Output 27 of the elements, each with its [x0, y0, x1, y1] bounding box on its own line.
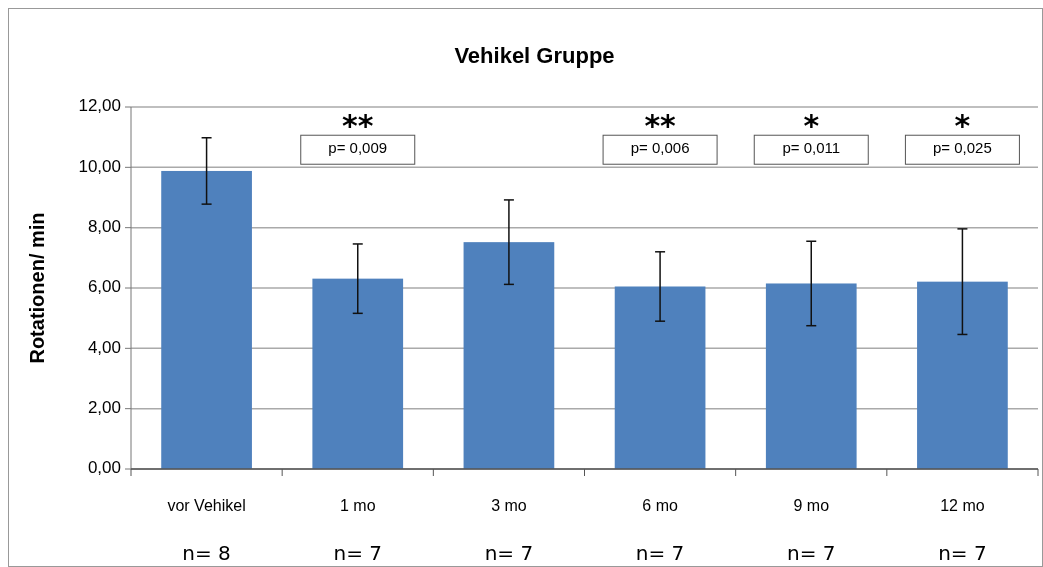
x-tick-label: 1 mo [339, 497, 376, 514]
y-tick-label: 8,00 [87, 217, 121, 237]
bar [765, 283, 857, 469]
y-tick-label: 4,00 [87, 337, 121, 357]
chart-title: Vehikel Gruppe [454, 43, 615, 68]
bar [614, 286, 706, 469]
x-tick-label: 9 mo [793, 497, 830, 514]
text: n= 7 [635, 541, 685, 565]
y-axis-title: Rotationen/ min [26, 212, 48, 364]
bar [917, 281, 1008, 469]
x-tick-label: 12 mo [940, 497, 985, 514]
text: n= 8 [182, 541, 231, 565]
bar [161, 170, 252, 469]
x-tick-label: vor Vehikel [167, 497, 246, 514]
x-tick-label: 6 mo [642, 497, 678, 514]
bar [463, 242, 555, 469]
text: n= 7 [938, 541, 987, 565]
text: n= 7 [333, 541, 383, 565]
text: n= 7 [786, 541, 836, 565]
y-tick-label: 0,00 [87, 458, 121, 478]
text: n= 7 [484, 541, 534, 565]
y-tick-label: 10,00 [78, 156, 121, 176]
y-tick-label: 12,00 [78, 96, 121, 116]
bar [312, 278, 404, 469]
x-tick-label: 3 mo [491, 497, 527, 514]
y-tick-label: 2,00 [87, 398, 121, 418]
y-tick-label: 6,00 [87, 277, 121, 297]
